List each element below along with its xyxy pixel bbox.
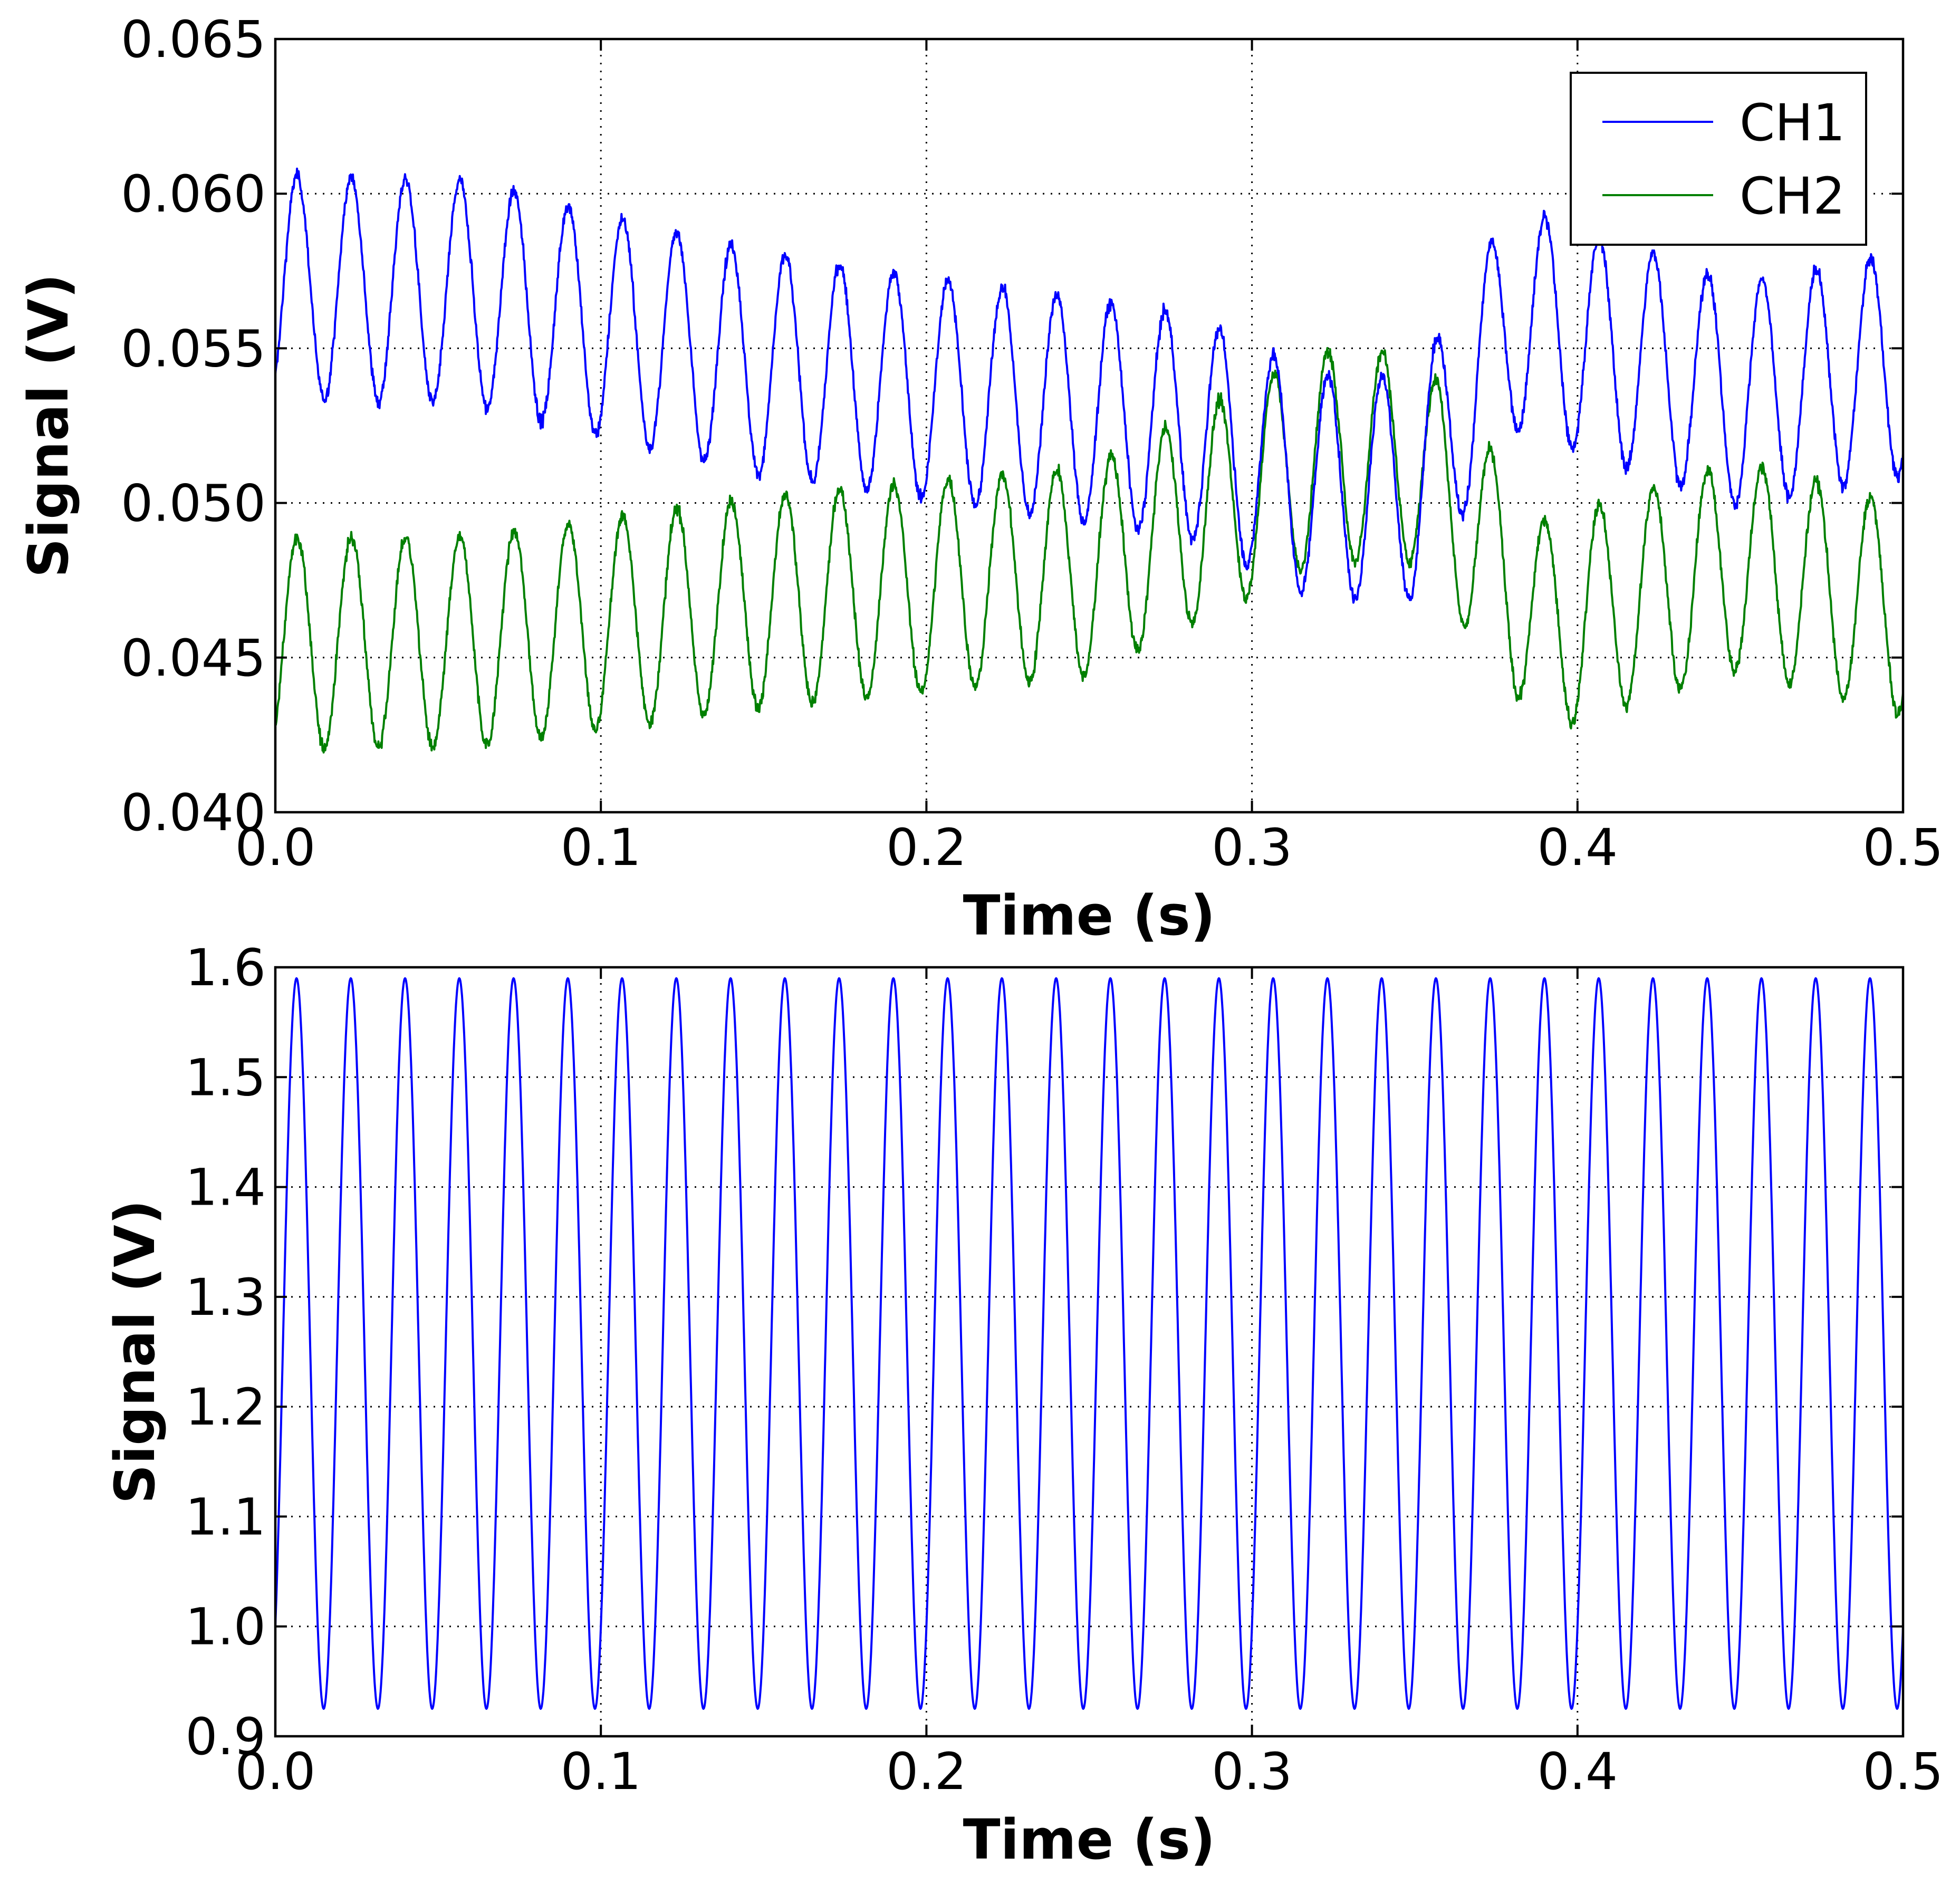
x-tick-label: 0.1 [561, 818, 641, 877]
y-tick-label: 0.040 [121, 783, 266, 842]
x-tick-label: 0.0 [235, 818, 316, 877]
legend-label-ch2: CH2 [1740, 167, 1845, 226]
y-tick-label: 0.050 [121, 474, 266, 533]
y-tick-label: 0.060 [121, 165, 266, 224]
x-tick-label: 0.1 [561, 1742, 641, 1801]
y-tick-label: 1.5 [185, 1048, 266, 1107]
bottom-x-tick-labels: 0.0 0.1 0.2 0.3 0.4 0.5 [235, 1742, 1944, 1801]
top-plot-frame [274, 37, 1905, 814]
x-tick-label: 0.5 [1863, 1742, 1944, 1801]
top-series-group [274, 167, 1904, 754]
bottom-series-group [274, 977, 1904, 1710]
y-tick-label: 0.055 [121, 319, 266, 378]
x-tick-label: 0.3 [1212, 1742, 1292, 1801]
x-axis-label: Time (s) [963, 883, 1216, 948]
x-tick-label: 0.3 [1212, 818, 1292, 877]
legend-label-ch1: CH1 [1740, 93, 1845, 152]
top-x-tick-labels: 0.0 0.1 0.2 0.3 0.4 0.5 [235, 818, 1944, 877]
y-tick-label: 1.0 [185, 1598, 266, 1657]
x-axis-label: Time (s) [963, 1807, 1216, 1872]
y-tick-label: 1.2 [185, 1378, 266, 1437]
y-tick-label: 1.6 [185, 938, 266, 997]
y-tick-label: 0.9 [185, 1707, 266, 1766]
legend-box [1570, 72, 1867, 246]
top-tick-marks [274, 38, 1904, 813]
y-axis-label: Signal (V) [103, 1200, 167, 1504]
bottom-chart-panel: 0.0 0.1 0.2 0.3 0.4 0.5 0.9 1.0 1.1 1.2 … [103, 938, 1943, 1872]
y-tick-label: 0.045 [121, 629, 266, 688]
x-tick-label: 0.5 [1863, 818, 1944, 877]
x-tick-label: 0.4 [1537, 818, 1618, 877]
x-tick-label: 0.4 [1537, 1742, 1618, 1801]
y-tick-label: 0.065 [121, 10, 266, 69]
y-tick-label: 1.3 [185, 1268, 266, 1327]
series-line-ch1 [274, 167, 1904, 604]
x-tick-label: 0.0 [235, 1742, 316, 1801]
bottom-tick-marks [274, 966, 1904, 1737]
top-y-tick-labels: 0.040 0.045 0.050 0.055 0.060 0.065 [121, 10, 266, 842]
series-line-ch2 [274, 347, 1904, 754]
y-tick-label: 1.1 [185, 1487, 266, 1546]
series-line-signal [274, 977, 1904, 1710]
y-axis-label: Signal (V) [16, 274, 81, 578]
legend: CH1 CH2 [1570, 72, 1867, 246]
x-tick-label: 0.2 [886, 1742, 967, 1801]
bottom-plot-frame [274, 966, 1905, 1738]
x-tick-label: 0.2 [886, 818, 967, 877]
top-chart-panel: 0.0 0.1 0.2 0.3 0.4 0.5 0.040 0.045 0.05… [16, 10, 1943, 948]
y-tick-label: 1.4 [185, 1158, 266, 1217]
bottom-y-tick-labels: 0.9 1.0 1.1 1.2 1.3 1.4 1.5 1.6 [185, 938, 266, 1766]
